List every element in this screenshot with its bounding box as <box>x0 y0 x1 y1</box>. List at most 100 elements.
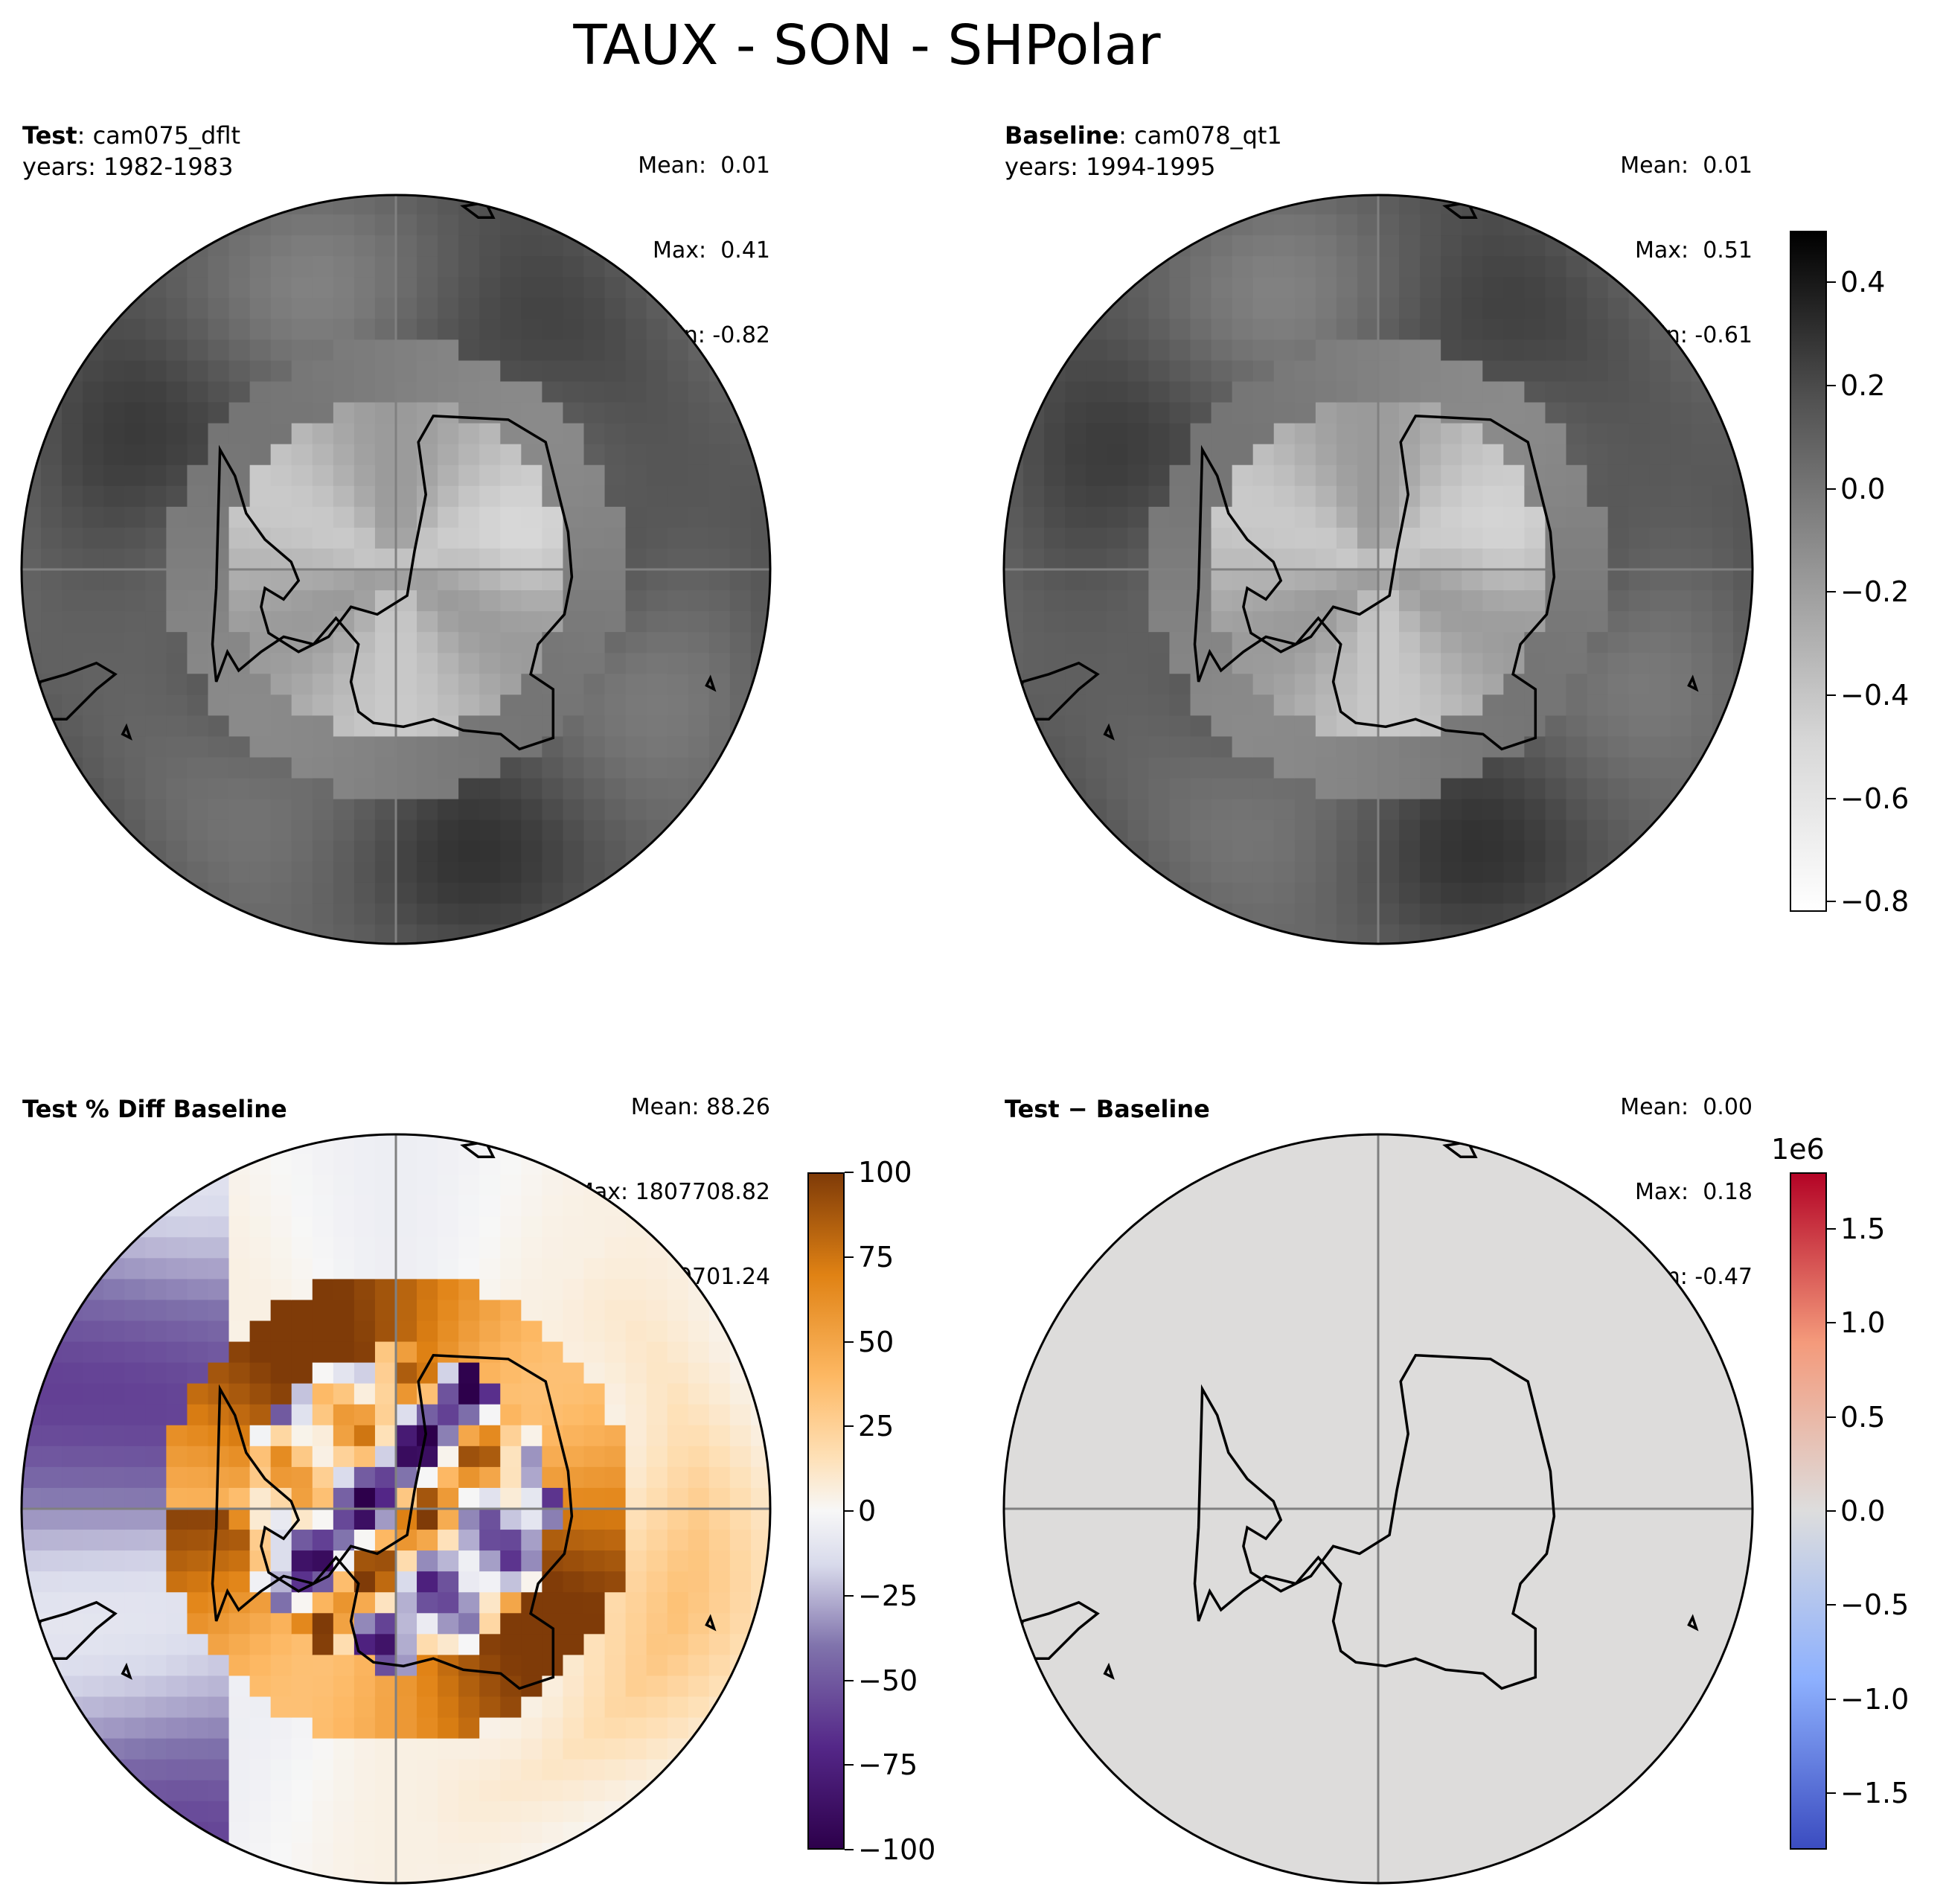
grid-cell <box>312 903 334 925</box>
grid-cell <box>646 1341 668 1364</box>
grid-cell <box>1399 1696 1421 1719</box>
grid-cell <box>1357 1571 1379 1593</box>
grid-cell <box>563 298 585 319</box>
grid-cell <box>333 485 355 508</box>
grid-cell <box>479 339 501 362</box>
grid-cell <box>667 423 689 445</box>
grid-cell <box>479 1258 501 1280</box>
grid-cell <box>396 1175 417 1196</box>
grid-cell <box>1273 861 1296 884</box>
grid-cell <box>625 1550 647 1572</box>
grid-cell <box>563 1613 585 1635</box>
grid-cell <box>542 277 564 298</box>
grid-cell <box>396 319 417 340</box>
grid-cell <box>312 381 334 403</box>
grid-cell <box>1294 1404 1316 1426</box>
grid-cell <box>646 715 668 738</box>
grid-cell <box>1315 1362 1337 1384</box>
grid-cell <box>1315 256 1337 278</box>
grid-cell <box>1378 1550 1400 1572</box>
grid-cell <box>1420 674 1441 695</box>
grid-cell <box>542 527 564 549</box>
grid-cell <box>458 423 480 445</box>
grid-cell <box>1566 1550 1588 1572</box>
grid-cell <box>1628 674 1651 695</box>
grid-cell <box>1524 1320 1546 1343</box>
grid-cell <box>312 799 334 821</box>
grid-cell <box>646 1258 668 1280</box>
grid-cell <box>1462 1362 1483 1384</box>
grid-cell <box>1670 715 1692 738</box>
grid-cell <box>1086 339 1107 362</box>
grid-cell <box>625 506 647 528</box>
grid-cell <box>187 256 209 278</box>
grid-cell <box>1399 1175 1421 1196</box>
grid-cell <box>208 611 230 633</box>
grid-cell <box>542 402 564 424</box>
grid-cell <box>41 1530 63 1551</box>
grid-cell <box>438 1487 459 1510</box>
grid-cell <box>1315 298 1337 319</box>
grid-cell <box>625 1801 647 1823</box>
grid-cell <box>22 548 42 570</box>
grid-cell <box>1169 1362 1191 1384</box>
grid-cell <box>333 1759 355 1781</box>
grid-cell <box>1294 1780 1316 1802</box>
grid-cell <box>1670 1466 1692 1489</box>
grid-cell <box>41 569 63 591</box>
grid-cell <box>646 1404 668 1426</box>
grid-cell <box>688 694 710 716</box>
grid-cell <box>479 1341 501 1364</box>
grid-cell <box>1420 1675 1441 1698</box>
grid-cell <box>312 235 334 257</box>
grid-cell <box>1545 423 1567 445</box>
grid-cell <box>604 694 627 716</box>
grid-cell <box>438 381 459 403</box>
grid-cell <box>563 694 585 716</box>
grid-cell <box>249 1300 272 1322</box>
grid-cell <box>103 1487 125 1510</box>
grid-cell <box>1462 1634 1483 1655</box>
grid-cell <box>646 590 668 612</box>
grid-cell <box>1587 820 1609 842</box>
grid-cell <box>1441 1258 1462 1280</box>
grid-cell <box>1482 1195 1504 1217</box>
grid-cell <box>145 381 167 403</box>
grid-cell <box>1732 1445 1753 1468</box>
grid-cell <box>145 1300 167 1322</box>
grid-cell <box>374 694 397 716</box>
grid-cell <box>583 778 606 800</box>
grid-cell <box>291 423 313 445</box>
grid-cell <box>103 1425 125 1447</box>
grid-cell <box>500 1154 522 1175</box>
grid-cell <box>124 381 146 403</box>
grid-cell <box>1065 381 1086 403</box>
grid-cell <box>1211 402 1233 424</box>
grid-cell <box>1670 590 1692 612</box>
grid-cell <box>1566 1592 1588 1614</box>
grid-cell <box>353 444 376 466</box>
grid-cell <box>1420 277 1441 298</box>
grid-cell <box>583 611 606 633</box>
grid-cell <box>458 1717 480 1740</box>
grid-cell <box>1566 381 1588 403</box>
grid-cell <box>1649 444 1671 466</box>
grid-cell <box>41 1487 63 1510</box>
grid-cell <box>1148 527 1171 549</box>
grid-cell <box>1607 506 1630 528</box>
grid-cell <box>1315 214 1337 236</box>
coastline-island <box>31 1600 118 1660</box>
grid-cell <box>1712 1675 1734 1698</box>
grid-cell <box>563 632 585 654</box>
grid-cell <box>1211 715 1233 738</box>
grid-cell <box>1420 840 1441 863</box>
grid-cell <box>270 485 292 508</box>
grid-cell <box>1607 1801 1630 1823</box>
grid-cell <box>291 1279 313 1301</box>
grid-cell <box>1649 339 1671 362</box>
grid-cell <box>333 840 355 863</box>
grid-cell <box>438 256 459 278</box>
grid-cell <box>312 1216 334 1238</box>
grid-cell <box>374 1279 397 1301</box>
grid-cell <box>563 1801 585 1823</box>
